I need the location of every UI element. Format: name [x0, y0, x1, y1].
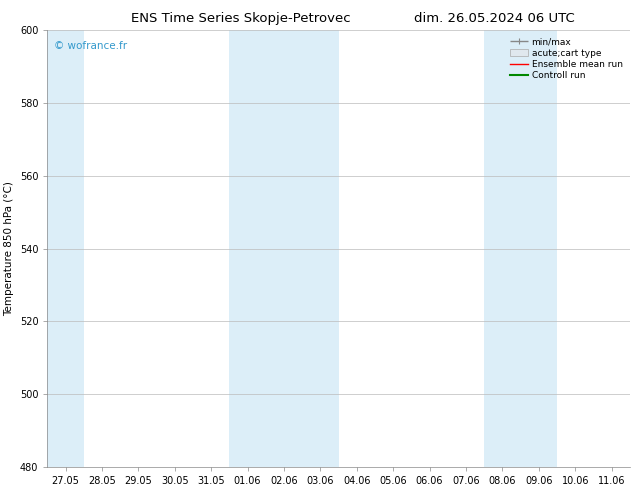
Bar: [484, 30, 521, 467]
Text: © wofrance.fr: © wofrance.fr: [55, 41, 127, 51]
Bar: [521, 30, 557, 467]
Text: ENS Time Series Skopje-Petrovec: ENS Time Series Skopje-Petrovec: [131, 12, 351, 25]
Y-axis label: Temperature 850 hPa (°C): Temperature 850 hPa (°C): [4, 181, 14, 316]
Bar: [302, 30, 339, 467]
Legend: min/max, acute;cart type, Ensemble mean run, Controll run: min/max, acute;cart type, Ensemble mean …: [507, 35, 625, 83]
Text: dim. 26.05.2024 06 UTC: dim. 26.05.2024 06 UTC: [414, 12, 575, 25]
Bar: [266, 30, 302, 467]
Bar: [48, 30, 84, 467]
Bar: [230, 30, 266, 467]
